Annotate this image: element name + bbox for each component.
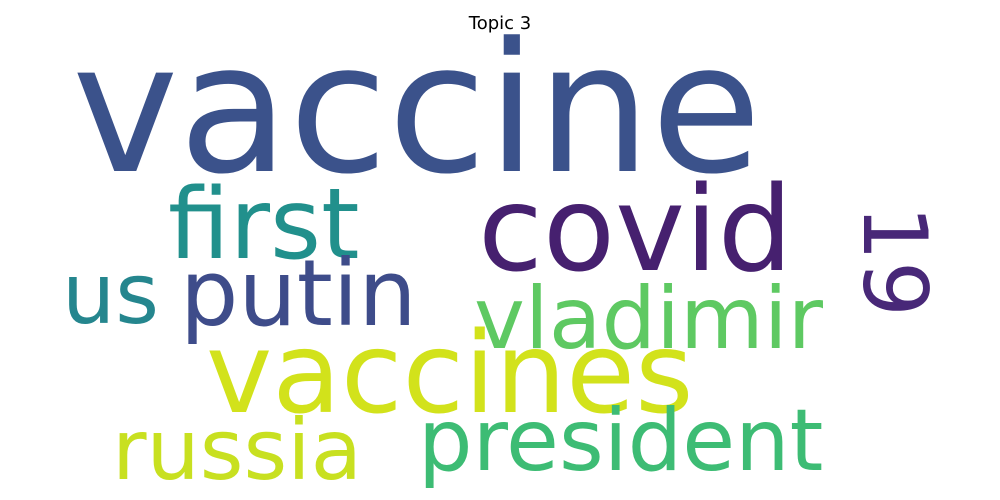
word-president: president bbox=[418, 391, 824, 491]
word-vaccine: vaccine bbox=[72, 5, 762, 214]
word-russia: russia bbox=[112, 401, 363, 499]
word-19: 19 bbox=[843, 205, 946, 317]
chart-title: Topic 3 bbox=[468, 13, 532, 34]
word-covid: covid bbox=[478, 160, 793, 298]
word-us: us bbox=[62, 245, 160, 343]
word-vladimir: vladimir bbox=[474, 269, 823, 369]
word-vaccines: vaccines bbox=[206, 309, 694, 439]
word-putin: putin bbox=[180, 240, 417, 347]
word-first: first bbox=[168, 168, 360, 282]
